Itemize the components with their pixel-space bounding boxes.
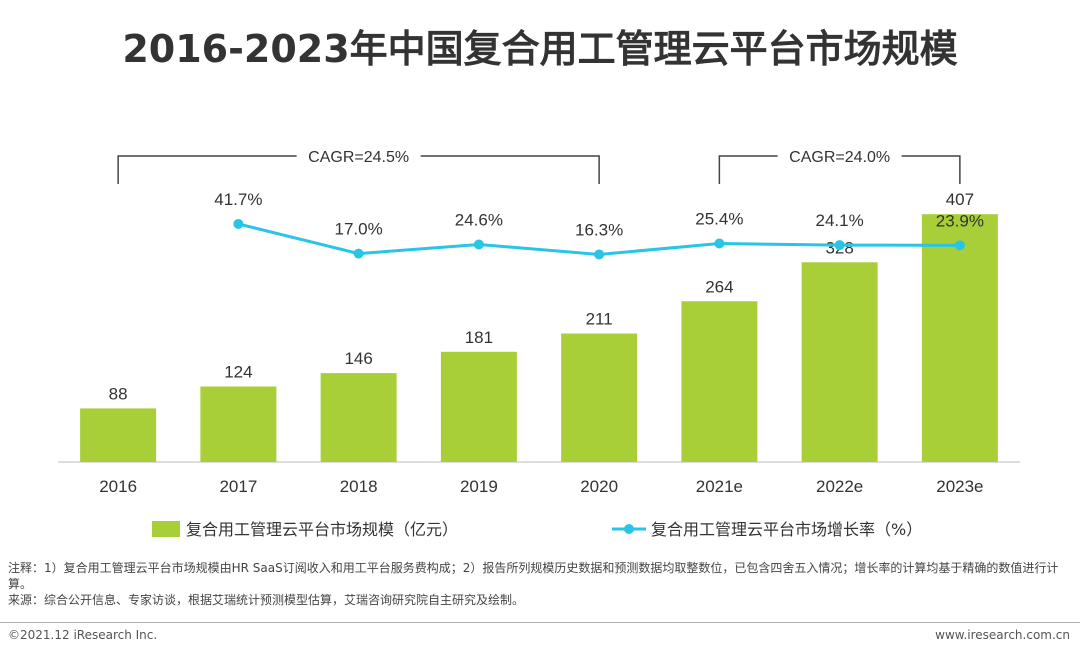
growth-label: 23.9% bbox=[936, 211, 984, 230]
growth-label: 17.0% bbox=[335, 220, 383, 239]
bar bbox=[320, 373, 397, 462]
cagr-bracket-left bbox=[718, 155, 778, 184]
growth-label: 25.4% bbox=[695, 210, 743, 229]
x-tick-label: 2023e bbox=[936, 477, 983, 496]
x-tick-label: 2016 bbox=[99, 477, 137, 496]
growth-point bbox=[954, 240, 965, 251]
bar-value-label: 88 bbox=[109, 384, 128, 403]
legend-label-line: 复合用工管理云平台市场增长率（%） bbox=[651, 520, 922, 539]
bar bbox=[80, 408, 157, 462]
growth-label: 16.3% bbox=[575, 220, 623, 239]
note-source: 来源：综合公开信息、专家访谈，根据艾瑞统计预测模型估算，艾瑞咨询研究院自主研究及… bbox=[8, 593, 525, 607]
bar bbox=[921, 214, 998, 462]
bar bbox=[561, 333, 638, 462]
page-title: 2016-2023年中国复合用工管理云平台市场规模 bbox=[122, 27, 958, 71]
cagr-label: CAGR=24.5% bbox=[308, 149, 409, 166]
x-tick-label: 2019 bbox=[460, 477, 498, 496]
bar bbox=[801, 262, 878, 462]
growth-label: 41.7% bbox=[214, 190, 262, 209]
bar bbox=[681, 301, 758, 462]
bar-value-label: 181 bbox=[465, 328, 493, 347]
legend-swatch-point bbox=[624, 524, 634, 534]
cagr-label: CAGR=24.0% bbox=[789, 149, 890, 166]
bar-value-label: 211 bbox=[586, 310, 613, 329]
footer-copyright: ©2021.12 iResearch Inc. bbox=[8, 628, 158, 642]
chart-canvas: 88 2016 124 2017 146 2018 181 2019 211 2020 264 202… bbox=[58, 149, 1020, 539]
growth-point bbox=[473, 239, 484, 250]
bar-value-label: 264 bbox=[705, 277, 733, 296]
bar bbox=[440, 351, 517, 462]
legend-swatch-bar bbox=[152, 521, 180, 537]
x-tick-label: 2018 bbox=[340, 477, 378, 496]
growth-point bbox=[353, 248, 364, 259]
notes: 注释：1）复合用工管理云平台市场规模由HR SaaS订阅收入和用工平台服务费构成… bbox=[8, 560, 1072, 608]
legend-label-bar: 复合用工管理云平台市场规模（亿元） bbox=[186, 520, 458, 539]
growth-point bbox=[714, 238, 725, 249]
x-tick-label: 2020 bbox=[580, 477, 618, 496]
growth-label: 24.6% bbox=[455, 210, 503, 229]
x-tick-label: 2021e bbox=[696, 477, 743, 496]
growth-label: 24.1% bbox=[816, 211, 864, 230]
cagr-bracket-left bbox=[117, 155, 297, 184]
footer-website: www.iresearch.com.cn bbox=[935, 628, 1070, 642]
x-tick-label: 2022e bbox=[816, 477, 863, 496]
growth-point bbox=[233, 218, 244, 229]
growth-point bbox=[594, 249, 605, 260]
x-tick-label: 2017 bbox=[219, 477, 257, 496]
bar bbox=[200, 386, 277, 462]
note-annotation: 注释：1）复合用工管理云平台市场规模由HR SaaS订阅收入和用工平台服务费构成… bbox=[8, 561, 1059, 591]
footer-divider bbox=[0, 622, 1080, 623]
bar-value-label: 407 bbox=[946, 190, 974, 209]
bar-value-label: 124 bbox=[224, 362, 252, 381]
cagr-bracket-right bbox=[420, 155, 600, 184]
cagr-bracket-right bbox=[901, 155, 961, 184]
growth-point bbox=[834, 240, 845, 251]
bar-value-label: 146 bbox=[344, 349, 372, 368]
